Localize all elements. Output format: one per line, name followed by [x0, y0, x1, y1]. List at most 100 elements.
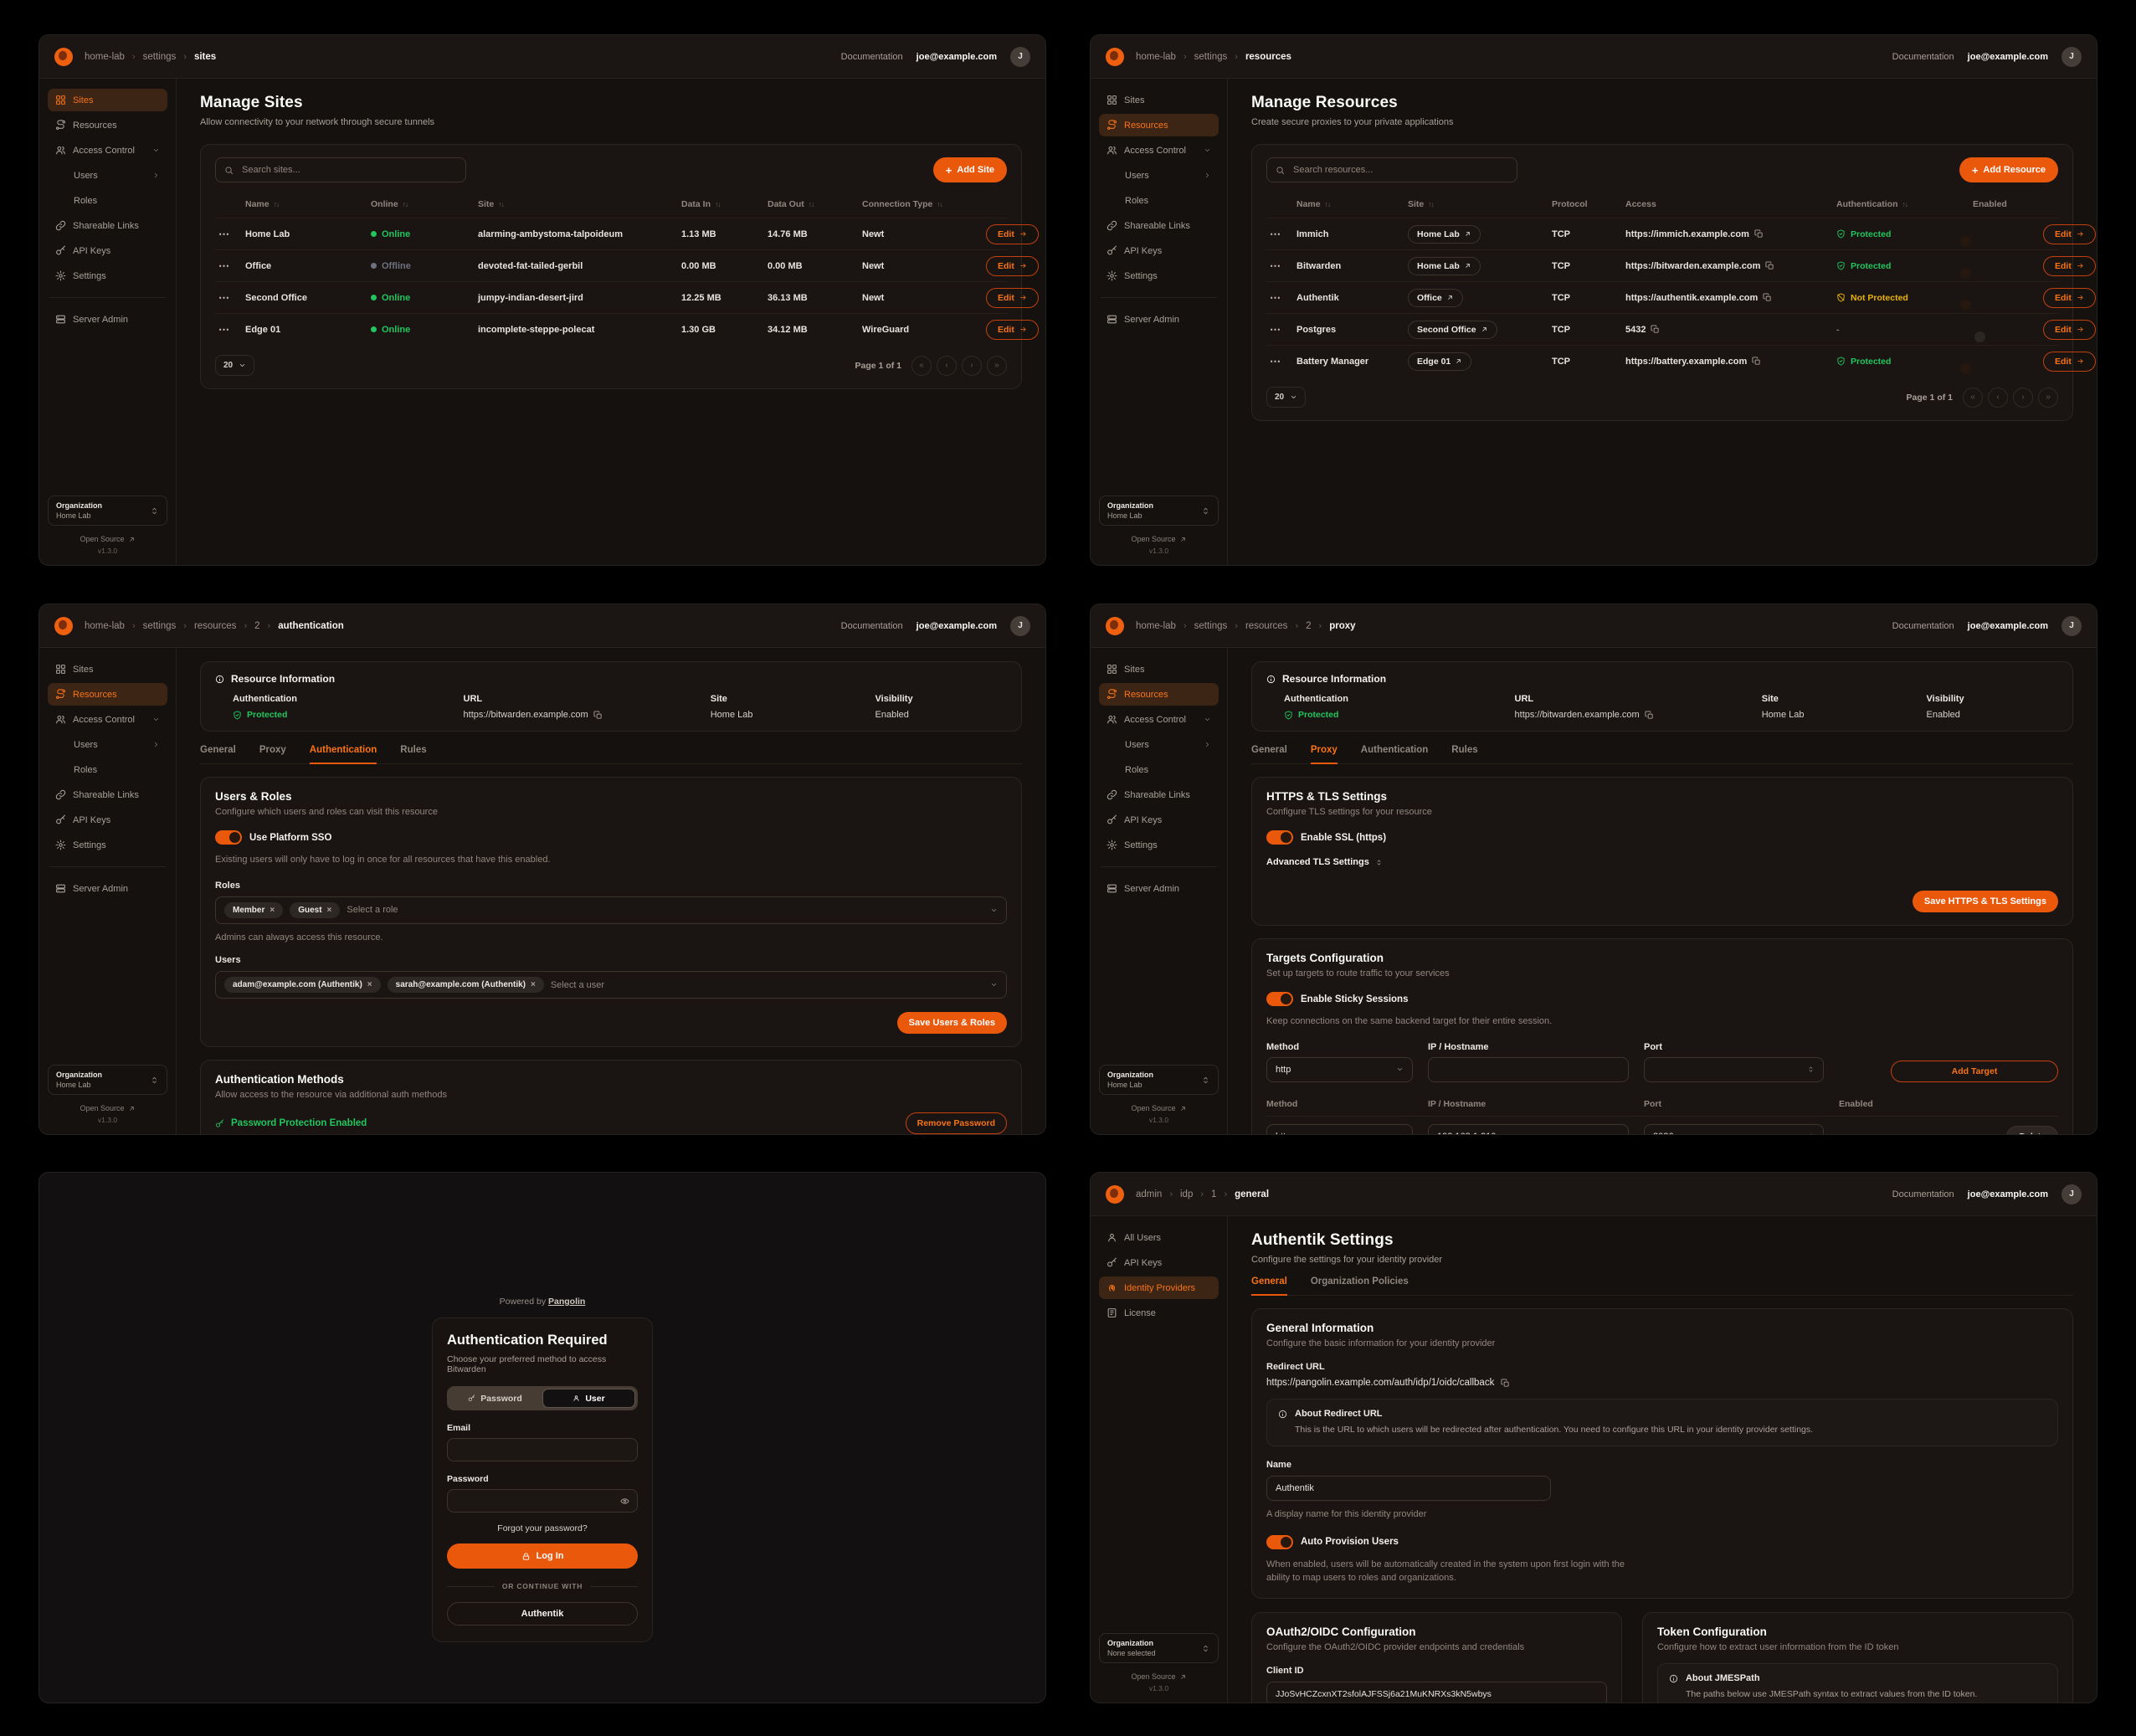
prev-page-button[interactable]: ‹ [1988, 387, 2008, 408]
breadcrumb-org[interactable]: home-lab [85, 620, 125, 631]
authentik-sso-button[interactable]: Authentik [447, 1602, 638, 1626]
sidebar-item-shareable-links[interactable]: Shareable Links [1099, 783, 1219, 806]
method-select[interactable]: http [1266, 1056, 1413, 1082]
row-menu-button[interactable]: ⋯ [1266, 259, 1296, 273]
sidebar-item-settings[interactable]: Settings [1099, 265, 1219, 287]
row-menu-button[interactable]: ⋯ [215, 228, 245, 241]
site-link[interactable]: Office [1408, 288, 1463, 307]
breadcrumb-idp[interactable]: idp [1180, 1189, 1194, 1199]
copy-icon[interactable] [1645, 711, 1654, 720]
edit-button[interactable]: Edit [986, 255, 1039, 276]
sidebar-item-shareable-links[interactable]: Shareable Links [48, 783, 167, 806]
sites-search[interactable] [215, 157, 466, 182]
organization-selector[interactable]: Organization Home Lab [48, 1065, 167, 1095]
breadcrumb-org[interactable]: home-lab [1136, 51, 1176, 62]
port-input[interactable]: 8086 [1644, 1123, 1824, 1134]
avatar[interactable]: J [1010, 46, 1030, 67]
sidebar-item-resources[interactable]: Resources [1099, 683, 1219, 706]
copy-icon[interactable] [1765, 261, 1774, 270]
breadcrumb-org[interactable]: home-lab [85, 51, 125, 62]
rows-per-page-select[interactable]: 20 [215, 355, 255, 376]
sidebar-item-identity-providers[interactable]: Identity Providers [1099, 1276, 1219, 1299]
row-menu-button[interactable]: ⋯ [215, 323, 245, 336]
next-page-button[interactable]: › [2013, 387, 2033, 408]
site-link[interactable]: Edge 01 [1408, 352, 1472, 371]
column-connection-type[interactable]: Connection Type ↑↓ [862, 199, 943, 209]
add-site-button[interactable]: + Add Site [932, 157, 1007, 182]
sidebar-item-roles[interactable]: Roles [74, 764, 98, 775]
copy-icon[interactable] [1501, 1379, 1510, 1388]
row-menu-button[interactable]: ⋯ [1266, 291, 1296, 305]
save-https-tls-button[interactable]: Save HTTPS & TLS Settings [1912, 891, 2058, 912]
sidebar-item-shareable-links[interactable]: Shareable Links [1099, 214, 1219, 237]
tab-authentication[interactable]: Authentication [309, 745, 377, 764]
edit-button[interactable]: Edit [2043, 351, 2096, 372]
sticky-sessions-toggle[interactable] [1266, 992, 1293, 1006]
sidebar-item-api-keys[interactable]: API Keys [1099, 809, 1219, 831]
edit-button[interactable]: Edit [2043, 319, 2096, 340]
user-email[interactable]: joe@example.com [1967, 51, 2048, 62]
sidebar-item-server-admin[interactable]: Server Admin [48, 308, 167, 331]
user-email[interactable]: joe@example.com [916, 51, 997, 62]
sidebar-item-access-control[interactable]: Access Control [1099, 708, 1219, 731]
pangolin-logo-icon[interactable] [1106, 616, 1124, 635]
first-page-button[interactable]: « [1963, 387, 1983, 408]
tab-organization-policies[interactable]: Organization Policies [1310, 1276, 1409, 1287]
hostname-input[interactable] [1428, 1056, 1629, 1082]
copy-icon[interactable] [1763, 293, 1772, 302]
breadcrumb-idp-id[interactable]: 1 [1211, 1189, 1217, 1199]
delete-target-button[interactable]: Delete [2006, 1125, 2058, 1134]
sidebar-item-sites[interactable]: Sites [48, 658, 167, 681]
hostname-input[interactable]: 192.168.1.210 [1428, 1123, 1629, 1134]
sidebar-item-settings[interactable]: Settings [1099, 834, 1219, 856]
sidebar-item-api-keys[interactable]: API Keys [1099, 239, 1219, 262]
copy-icon[interactable] [1651, 325, 1660, 334]
eye-icon[interactable] [620, 1497, 629, 1506]
sidebar-item-sites[interactable]: Sites [48, 89, 167, 111]
tab-proxy[interactable]: Proxy [259, 745, 286, 755]
add-resource-button[interactable]: + Add Resource [1959, 157, 2058, 182]
resources-search[interactable] [1266, 157, 1517, 182]
column-site[interactable]: Site ↑↓ [1408, 199, 1435, 209]
remove-chip-icon[interactable]: × [326, 905, 332, 915]
avatar[interactable]: J [1010, 615, 1030, 636]
pangolin-logo-icon[interactable] [54, 616, 73, 635]
copy-icon[interactable] [1752, 357, 1761, 366]
sidebar-item-settings[interactable]: Settings [48, 265, 167, 287]
tab-general[interactable]: General [200, 745, 236, 755]
sidebar-item-resources[interactable]: Resources [48, 683, 167, 706]
column-authentication[interactable]: Authentication ↑↓ [1836, 199, 1908, 209]
row-menu-button[interactable]: ⋯ [215, 259, 245, 273]
open-source-link[interactable]: Open Source [1099, 1672, 1219, 1681]
roles-select[interactable]: Member × Guest × Select a role [215, 896, 1007, 924]
breadcrumb-settings[interactable]: settings [142, 51, 177, 62]
site-link[interactable]: Home Lab [1408, 256, 1481, 275]
row-menu-button[interactable]: ⋯ [1266, 323, 1296, 336]
open-source-link[interactable]: Open Source [48, 535, 167, 543]
user-email[interactable]: joe@example.com [916, 620, 997, 631]
next-page-button[interactable]: › [962, 355, 982, 376]
sidebar-item-roles[interactable]: Roles [74, 195, 98, 206]
method-select[interactable]: http [1266, 1123, 1413, 1134]
user-email[interactable]: joe@example.com [1967, 1189, 2048, 1199]
avatar[interactable]: J [2062, 46, 2082, 67]
edit-button[interactable]: Edit [986, 287, 1039, 308]
pangolin-logo-icon[interactable] [1106, 47, 1124, 66]
breadcrumb-resources[interactable]: resources [193, 620, 237, 631]
edit-button[interactable]: Edit [2043, 287, 2096, 308]
sidebar-item-roles[interactable]: Roles [1125, 195, 1149, 206]
row-menu-button[interactable]: ⋯ [215, 291, 245, 305]
tab-rules[interactable]: Rules [1451, 745, 1478, 755]
sidebar-item-users[interactable]: Users [48, 733, 167, 756]
tab-authentication[interactable]: Authentication [1360, 745, 1429, 755]
avatar[interactable]: J [2062, 1184, 2082, 1204]
tab-proxy[interactable]: Proxy [1310, 745, 1338, 764]
rows-per-page-select[interactable]: 20 [1266, 387, 1307, 408]
client-id-input[interactable]: JJoSvHCZcxnXT2sfolAJFSSj6a21MuKNRXs3kN5w… [1266, 1681, 1607, 1703]
sidebar-item-access-control[interactable]: Access Control [1099, 139, 1219, 162]
breadcrumb-settings[interactable]: settings [1194, 51, 1228, 62]
sidebar-item-resources[interactable]: Resources [1099, 114, 1219, 136]
sidebar-item-access-control[interactable]: Access Control [48, 139, 167, 162]
avatar[interactable]: J [2062, 615, 2082, 636]
first-page-button[interactable]: « [911, 355, 932, 376]
